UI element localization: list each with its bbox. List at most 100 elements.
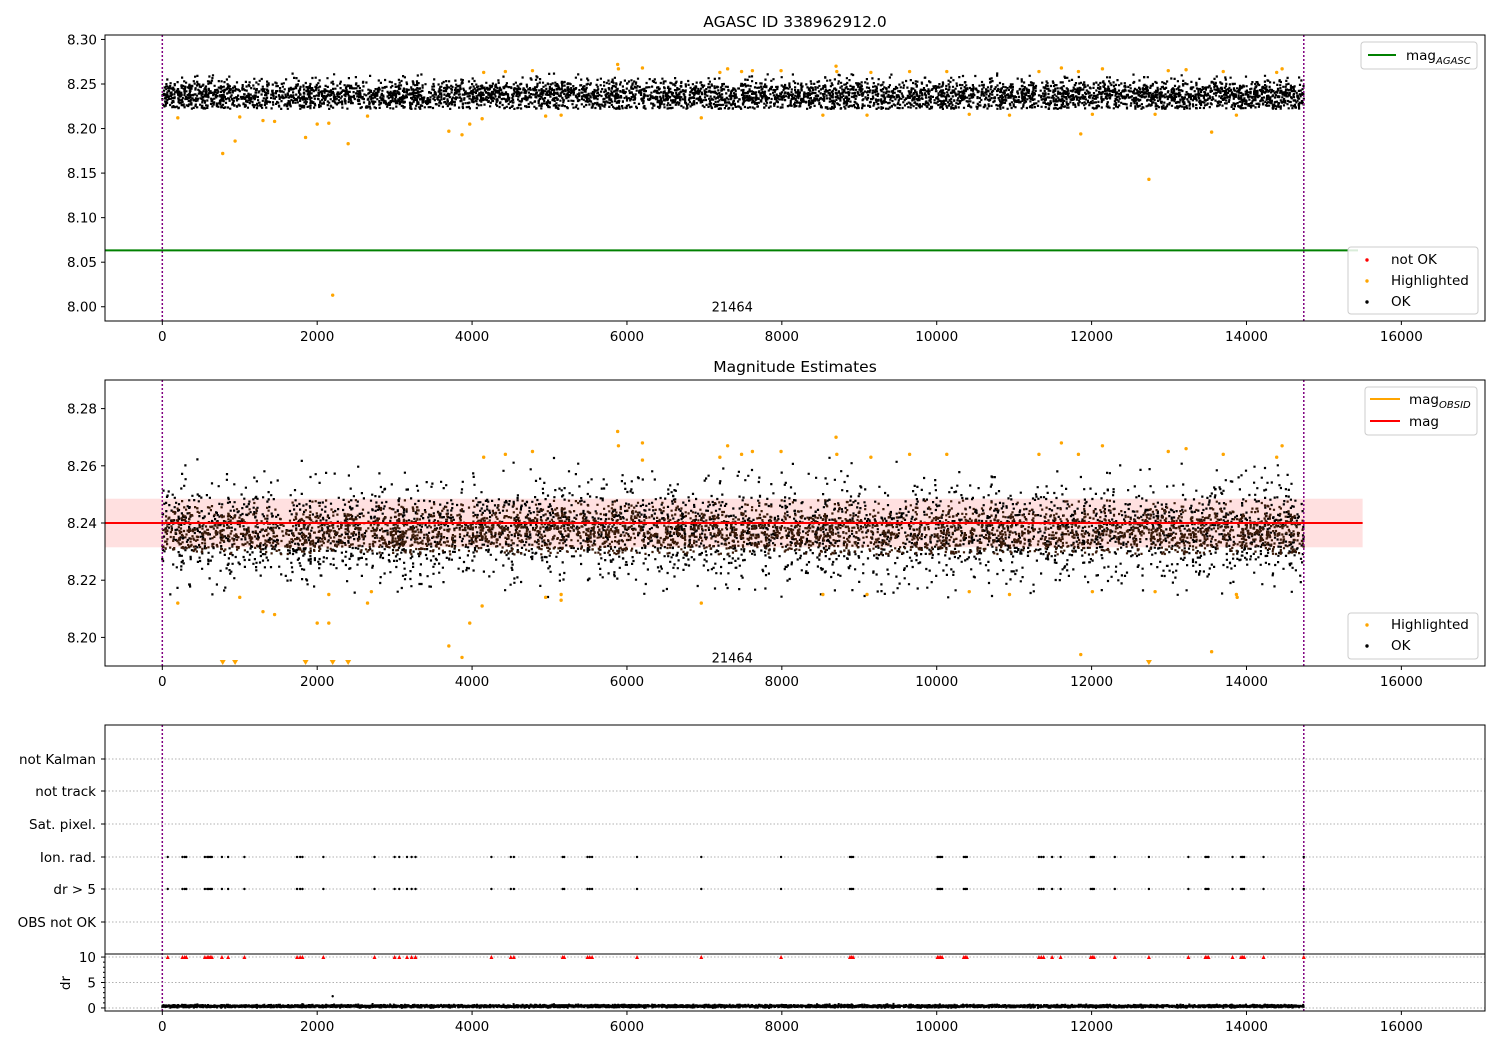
highlighted-point — [327, 621, 331, 625]
highlighted-point — [1007, 113, 1012, 117]
flag-marker — [1147, 887, 1151, 891]
ok-observations-layer — [161, 72, 1305, 110]
highlighted-point — [1059, 66, 1064, 70]
x-tick-label: 6000 — [610, 674, 644, 690]
dr-capped-marker — [409, 955, 414, 960]
dr-tick-label: 5 — [87, 976, 96, 992]
flag-marker — [1042, 855, 1045, 859]
flag-marker — [226, 855, 230, 859]
dr-capped-marker — [508, 955, 513, 960]
ok-points — [161, 499, 1305, 556]
highlighted-point — [699, 116, 703, 120]
y-tick-label: 8.05 — [67, 255, 97, 271]
highlighted-point — [1100, 67, 1105, 71]
flag-marker — [405, 887, 409, 891]
legend-marker-highlighted — [1365, 623, 1369, 627]
y-tick-label: 8.22 — [67, 573, 97, 589]
flag-markers — [166, 855, 1305, 891]
flag-marker — [1187, 887, 1190, 891]
dr-capped-marker — [242, 955, 247, 960]
x-tick-label: 4000 — [455, 329, 489, 345]
highlighted-point — [640, 441, 645, 445]
highlighted-point — [1274, 455, 1279, 459]
dr-capped-marker — [562, 955, 567, 960]
flag-row-label: dr > 5 — [53, 882, 96, 898]
flag-marker — [243, 855, 246, 859]
highlighted-point — [261, 609, 265, 614]
highlighted-point — [640, 458, 645, 462]
highlighted-point — [1090, 112, 1095, 116]
highlighted-point — [1234, 592, 1239, 597]
dr-capped-marker — [1050, 955, 1055, 960]
estimates-axes: 0 2000 4000 6000 8000 10000 12000 14000 16000 8.2… — [67, 402, 1423, 690]
flag-marker — [1040, 887, 1043, 891]
flag-marker — [779, 855, 783, 859]
flag-row-label: Sat. pixel. — [29, 817, 96, 833]
highlighted-point — [750, 68, 755, 73]
highlighted-point — [779, 449, 783, 454]
estimates-plot-frame — [104, 379, 1486, 667]
highlighted-point — [327, 592, 331, 597]
highlighted-point — [1037, 452, 1041, 457]
flag-marker — [1302, 887, 1305, 891]
y-tick-label: 8.10 — [67, 211, 97, 227]
highlighted-point — [821, 113, 825, 117]
highlighted-point — [1079, 652, 1083, 657]
legend-label-ok: OK — [1391, 294, 1412, 310]
dr-capped-marker — [405, 955, 410, 960]
flag-marker — [373, 887, 376, 891]
flags-plot-frame — [104, 724, 1486, 1012]
highlighted-point — [835, 452, 839, 457]
highlighted-point — [779, 68, 783, 73]
flag-marker — [295, 855, 299, 859]
highlighted-point — [869, 455, 873, 459]
highlighted-point — [718, 70, 722, 75]
flag-marker — [1242, 887, 1246, 891]
flag-marker — [1050, 887, 1054, 891]
agasc-panel-title: AGASC ID 338962912.0 — [703, 13, 887, 31]
highlighted-point — [1153, 589, 1157, 594]
highlighted-point — [369, 589, 374, 594]
x-tick-label: 2000 — [300, 1019, 334, 1035]
flag-marker — [185, 887, 188, 891]
y-tick-label: 8.20 — [67, 122, 97, 138]
highlighted-point — [834, 435, 838, 439]
highlighted-point — [238, 115, 242, 119]
flag-marker — [700, 887, 703, 891]
flag-marker — [1207, 887, 1210, 891]
highlighted-point — [750, 449, 755, 454]
dr-capped-marker — [489, 955, 494, 960]
x-tick-label: 8000 — [765, 1019, 799, 1035]
dr-capped-marker — [209, 955, 214, 960]
highlighted-point — [480, 604, 484, 608]
highlighted-point — [530, 68, 535, 73]
highlighted-point — [559, 592, 563, 597]
flag-marker — [586, 887, 589, 891]
flag-marker — [940, 855, 944, 859]
dr-capped-marker — [1261, 955, 1266, 960]
highlighted-point — [1184, 446, 1188, 451]
highlighted-point — [481, 70, 486, 75]
legend-mag-lines: magOBSID mag — [1364, 386, 1478, 436]
dr-capped-marker — [165, 955, 170, 960]
highlighted-point — [233, 139, 237, 143]
highlighted-points — [176, 62, 1284, 297]
highlighted-point — [616, 444, 621, 448]
highlighted-point — [1166, 68, 1170, 73]
x-tick-label: 0 — [158, 329, 167, 345]
ok-points — [161, 72, 1305, 110]
highlighted-point — [739, 452, 744, 457]
estimates-panel-title: Magnitude Estimates — [713, 358, 877, 376]
legend-mag-obsid-label: mag — [1409, 392, 1439, 408]
flag-marker — [185, 855, 188, 859]
flag-marker — [298, 855, 302, 859]
flag-marker — [851, 855, 855, 859]
flag-marker — [965, 887, 969, 891]
dr-capped-marker — [226, 955, 231, 960]
highlighted-point — [1209, 650, 1214, 654]
flag-marker — [405, 855, 409, 859]
dr-capped-marker — [635, 955, 640, 960]
highlighted-point — [1280, 67, 1284, 71]
dr-capped-marker — [321, 955, 326, 960]
legend-mag-subscript: AGASC — [1435, 56, 1471, 67]
